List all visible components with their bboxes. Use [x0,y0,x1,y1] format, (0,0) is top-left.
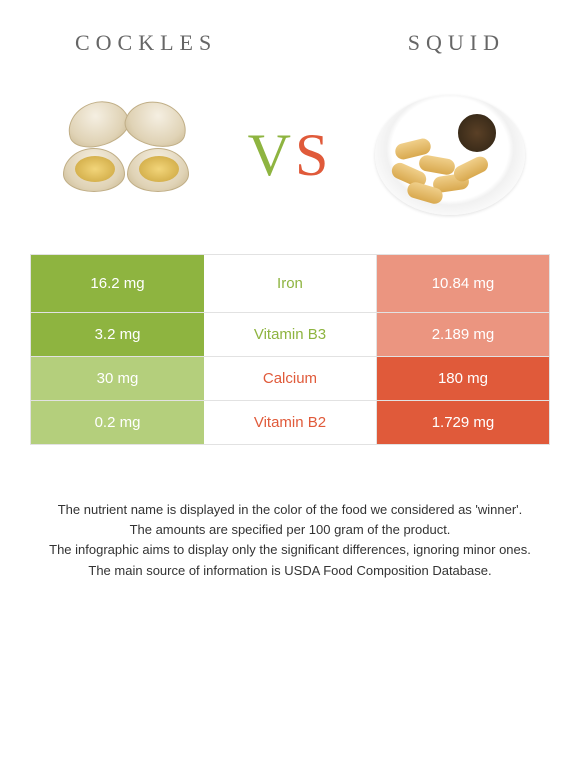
images-row: VS [30,80,550,254]
left-value: 30 mg [31,357,204,400]
cockles-illustration [50,90,210,220]
nutrient-name: Calcium [204,357,377,400]
comparison-table: 16.2 mg Iron 10.84 mg 3.2 mg Vitamin B3 … [30,254,550,445]
left-value: 0.2 mg [31,401,204,444]
left-food-title: Cockles [75,30,217,56]
footnote-line: The infographic aims to display only the… [38,541,542,559]
header-row: Cockles Squid [30,30,550,80]
footnotes: The nutrient name is displayed in the co… [30,501,550,580]
footnote-line: The amounts are specified per 100 gram o… [38,521,542,539]
right-value: 2.189 mg [377,313,550,356]
right-value: 10.84 mg [377,255,550,312]
right-food-title: Squid [408,30,505,56]
table-row: 30 mg Calcium 180 mg [31,357,550,401]
nutrient-name: Vitamin B2 [204,401,377,444]
footnote-line: The nutrient name is displayed in the co… [38,501,542,519]
right-value: 1.729 mg [377,401,550,444]
table-row: 16.2 mg Iron 10.84 mg [31,255,550,313]
squid-illustration [370,90,530,220]
footnote-line: The main source of information is USDA F… [38,562,542,580]
vs-v-letter: V [248,122,295,188]
table-row: 0.2 mg Vitamin B2 1.729 mg [31,401,550,445]
left-value: 3.2 mg [31,313,204,356]
table-row: 3.2 mg Vitamin B3 2.189 mg [31,313,550,357]
nutrient-name: Vitamin B3 [204,313,377,356]
nutrient-name: Iron [204,255,377,312]
left-value: 16.2 mg [31,255,204,312]
right-value: 180 mg [377,357,550,400]
vs-s-letter: S [295,122,332,188]
vs-label: VS [248,121,333,190]
